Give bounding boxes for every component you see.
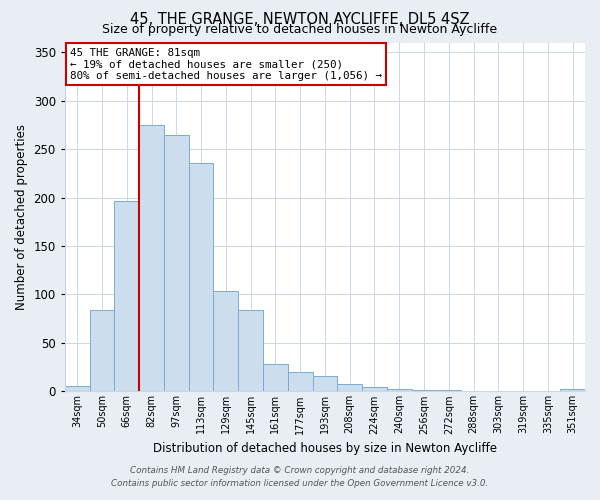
Bar <box>313 376 337 392</box>
Bar <box>412 390 436 392</box>
Bar <box>337 384 362 392</box>
Bar <box>560 390 585 392</box>
Bar <box>89 310 115 392</box>
Bar <box>288 372 313 392</box>
Bar <box>263 364 288 392</box>
Text: Size of property relative to detached houses in Newton Aycliffe: Size of property relative to detached ho… <box>103 22 497 36</box>
Bar <box>164 134 188 392</box>
Bar <box>436 390 461 392</box>
Text: 45, THE GRANGE, NEWTON AYCLIFFE, DL5 4SZ: 45, THE GRANGE, NEWTON AYCLIFFE, DL5 4SZ <box>130 12 470 28</box>
Bar <box>188 162 214 392</box>
Bar <box>139 125 164 392</box>
Bar <box>362 386 387 392</box>
Bar <box>214 290 238 392</box>
Bar <box>115 202 139 392</box>
Bar <box>65 386 89 392</box>
Bar <box>387 390 412 392</box>
Text: Contains HM Land Registry data © Crown copyright and database right 2024.
Contai: Contains HM Land Registry data © Crown c… <box>112 466 488 487</box>
Y-axis label: Number of detached properties: Number of detached properties <box>15 124 28 310</box>
X-axis label: Distribution of detached houses by size in Newton Aycliffe: Distribution of detached houses by size … <box>153 442 497 455</box>
Bar <box>238 310 263 392</box>
Text: 45 THE GRANGE: 81sqm
← 19% of detached houses are smaller (250)
80% of semi-deta: 45 THE GRANGE: 81sqm ← 19% of detached h… <box>70 48 382 81</box>
